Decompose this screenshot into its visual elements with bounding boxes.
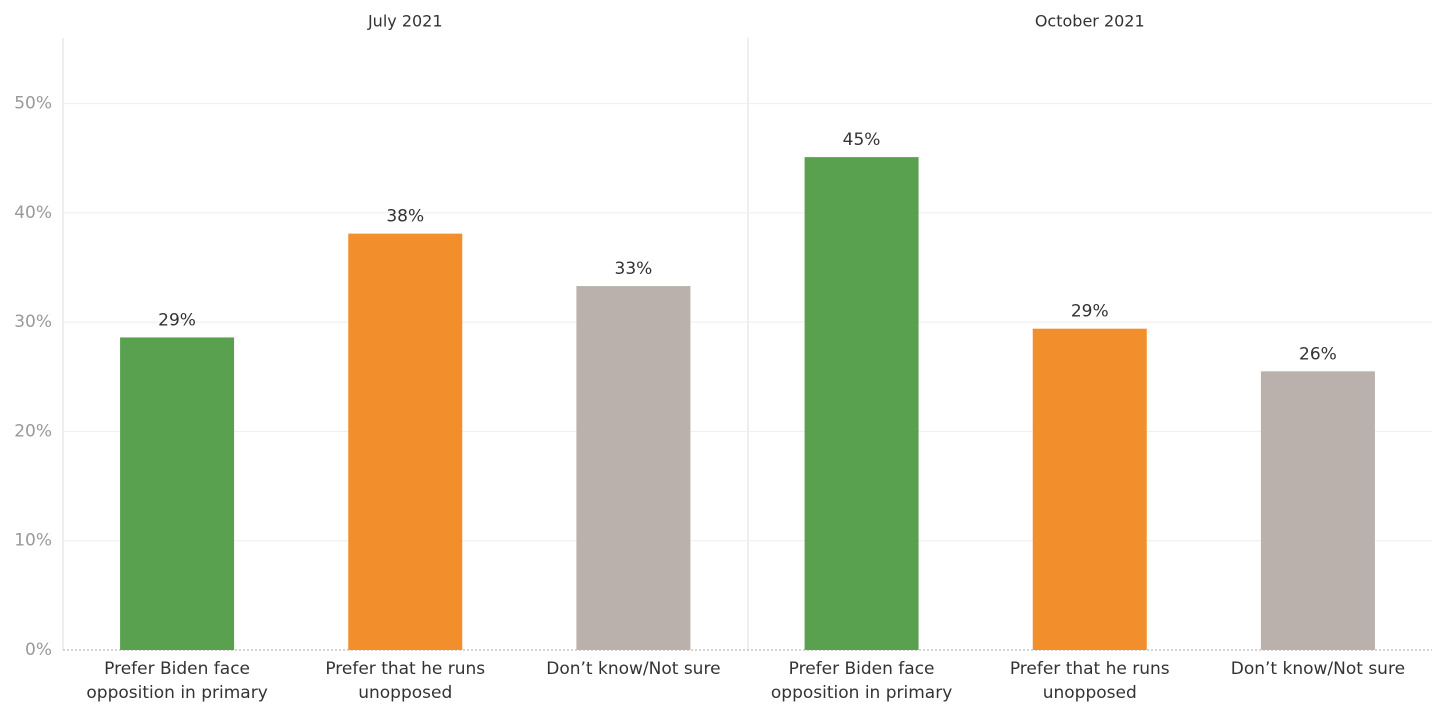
x-tick-label: Prefer Biden face opposition in primary	[86, 659, 268, 703]
y-tick-label: 30%	[14, 312, 52, 332]
x-tick-label: Prefer that he runs unopposed	[1009, 659, 1170, 703]
value-label: 45%	[843, 130, 881, 150]
x-tick-label: Prefer that he runs unopposed	[325, 659, 486, 703]
bar	[120, 337, 235, 650]
value-label: 29%	[158, 310, 196, 330]
panel-title: October 2021	[1035, 12, 1145, 31]
y-tick-label: 0%	[25, 640, 52, 660]
bar	[804, 157, 919, 650]
y-tick-label: 50%	[14, 94, 52, 114]
x-tick-label: Don’t know/Not sure	[1230, 659, 1406, 679]
x-tick-label: Prefer Biden face opposition in primary	[770, 659, 953, 703]
y-tick-label: 10%	[14, 531, 52, 551]
value-label: 29%	[1071, 302, 1109, 322]
value-label: 38%	[386, 207, 424, 227]
bar	[576, 286, 691, 650]
value-label: 33%	[615, 259, 653, 279]
bar	[1260, 371, 1375, 650]
panel-title: July 2021	[367, 12, 443, 31]
y-tick-label: 20%	[14, 421, 52, 441]
x-tick-label: Don’t know/Not sure	[546, 659, 721, 679]
bar	[1032, 328, 1147, 650]
value-label: 26%	[1299, 344, 1337, 364]
bar	[348, 233, 463, 650]
y-tick-label: 40%	[14, 203, 52, 223]
